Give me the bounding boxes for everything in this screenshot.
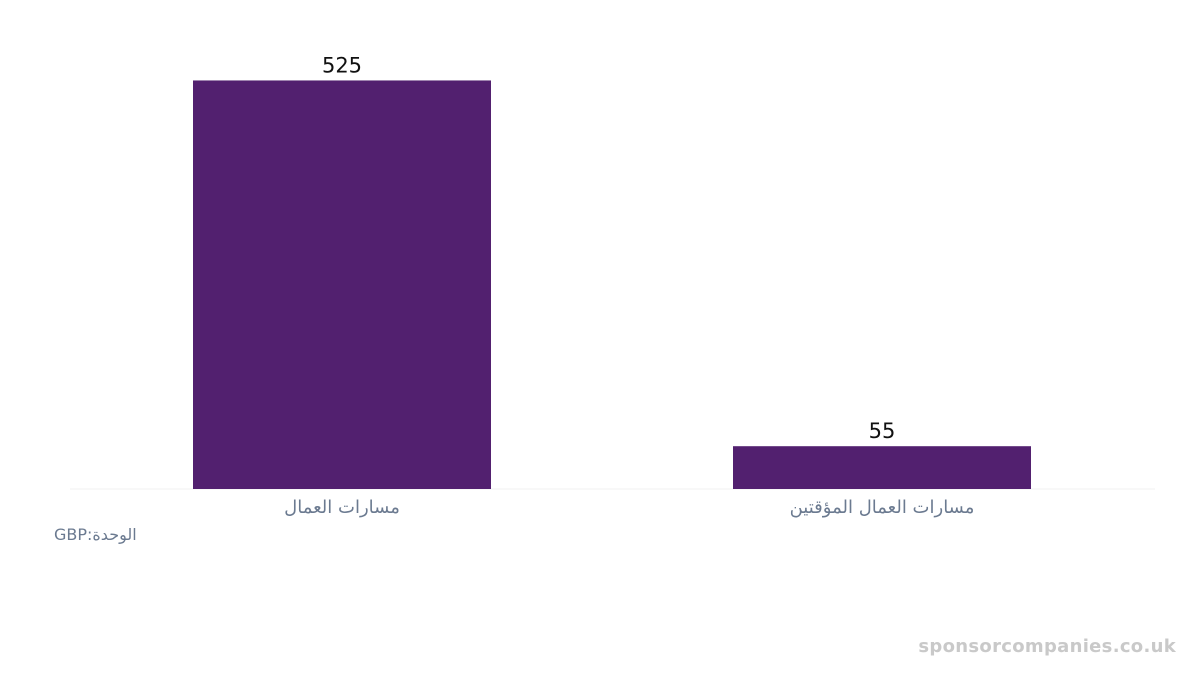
bar-1 (193, 80, 491, 490)
bar-2 (733, 446, 1031, 489)
x-tick-label-1: مسارات العمال (284, 497, 400, 518)
data-label-2: 55 (869, 419, 896, 443)
watermark: sponsorcompanies.co.uk (918, 636, 1176, 657)
bar-group: 525 مسارات العمال 55 مسارات العمال المؤقتين (193, 53, 1031, 518)
x-tick-label-2: مسارات العمال المؤقتين (790, 497, 975, 518)
data-label-1: 525 (322, 53, 362, 77)
unit-label: الوحدة:GBP (54, 525, 137, 544)
